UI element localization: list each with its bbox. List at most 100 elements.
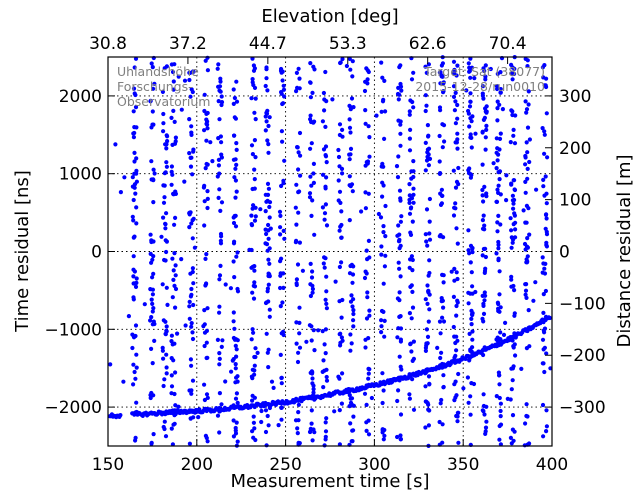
noise-point <box>219 102 224 108</box>
noise-point <box>281 101 286 106</box>
noise-point <box>309 369 314 374</box>
noise-point <box>351 318 356 323</box>
noise-point <box>189 324 194 329</box>
noise-point <box>250 77 255 82</box>
noise-point <box>150 292 155 297</box>
noise-point <box>439 350 444 355</box>
noise-point <box>294 277 299 282</box>
noise-point <box>150 361 155 366</box>
noise-point <box>466 400 471 405</box>
noise-point <box>264 119 269 124</box>
noise-point <box>235 250 240 255</box>
noise-point <box>150 309 155 314</box>
noise-point <box>380 194 385 199</box>
noise-point <box>134 221 139 226</box>
noise-point <box>187 225 192 230</box>
noise-point <box>332 409 337 414</box>
noise-point <box>543 288 549 294</box>
noise-point <box>512 311 517 316</box>
noise-point <box>441 89 446 94</box>
noise-point <box>469 119 474 124</box>
noise-point <box>469 322 474 327</box>
noise-point <box>523 292 528 297</box>
noise-point <box>495 158 500 163</box>
noise-point <box>398 84 404 89</box>
noise-point <box>233 343 238 348</box>
noise-point <box>202 92 207 97</box>
noise-point <box>504 173 509 178</box>
noise-point <box>397 188 403 193</box>
noise-point <box>149 390 154 396</box>
noise-point <box>467 166 472 171</box>
noise-point <box>279 405 284 410</box>
noise-point <box>294 222 299 227</box>
noise-point <box>425 283 430 288</box>
noise-point <box>544 111 549 116</box>
noise-point <box>398 339 403 344</box>
noise-point <box>296 418 301 423</box>
noise-point <box>425 147 430 152</box>
noise-point <box>481 392 486 397</box>
noise-point <box>349 182 355 187</box>
noise-point <box>266 347 271 352</box>
noise-point <box>509 62 514 67</box>
noise-point <box>202 223 207 228</box>
noise-point <box>218 238 223 243</box>
noise-point <box>231 215 236 220</box>
noise-point <box>267 215 272 220</box>
noise-point <box>398 437 403 442</box>
noise-point <box>525 414 530 419</box>
noise-point <box>189 221 194 226</box>
noise-point <box>468 75 473 80</box>
noise-point <box>337 408 342 413</box>
noise-point <box>426 407 431 412</box>
noise-point <box>470 337 475 342</box>
noise-point <box>196 415 201 420</box>
noise-point <box>187 151 192 156</box>
noise-point <box>164 371 169 376</box>
noise-point <box>454 179 460 184</box>
noise-point <box>423 297 428 302</box>
noise-point <box>348 146 354 151</box>
grid-layer <box>108 57 552 446</box>
noise-point <box>453 201 458 206</box>
noise-point <box>440 440 445 445</box>
y-tick-label: 2000 <box>59 87 102 107</box>
noise-point <box>190 378 196 383</box>
noise-point <box>132 130 137 136</box>
annotation-right-line-1: Target: Sat (38077) <box>423 64 545 79</box>
noise-point <box>543 226 548 231</box>
noise-point <box>453 121 458 126</box>
noise-point <box>133 323 139 328</box>
noise-point <box>162 195 167 200</box>
noise-point <box>297 189 302 194</box>
noise-point <box>187 299 192 304</box>
noise-point <box>424 343 429 348</box>
noise-point <box>187 316 192 321</box>
noise-point <box>233 166 238 171</box>
noise-point <box>234 189 239 194</box>
noise-point <box>281 181 286 186</box>
y-tick-label: 1000 <box>59 165 102 185</box>
noise-point <box>132 369 137 375</box>
noise-point <box>542 129 547 134</box>
noise-point <box>296 210 301 215</box>
noise-point <box>132 150 137 155</box>
noise-point <box>232 175 237 180</box>
noise-point <box>438 355 443 361</box>
noise-point <box>426 374 432 379</box>
noise-point <box>540 126 545 131</box>
noise-point <box>258 207 263 212</box>
noise-point <box>339 235 344 240</box>
noise-point <box>297 305 302 310</box>
noise-point <box>189 321 194 326</box>
noise-point <box>348 263 353 269</box>
noise-point <box>470 345 475 350</box>
noise-point <box>525 150 530 155</box>
noise-point <box>172 251 177 256</box>
noise-point <box>524 402 529 407</box>
noise-point <box>267 115 272 120</box>
noise-point <box>187 77 192 83</box>
noise-point <box>282 158 287 163</box>
noise-point <box>498 131 503 136</box>
